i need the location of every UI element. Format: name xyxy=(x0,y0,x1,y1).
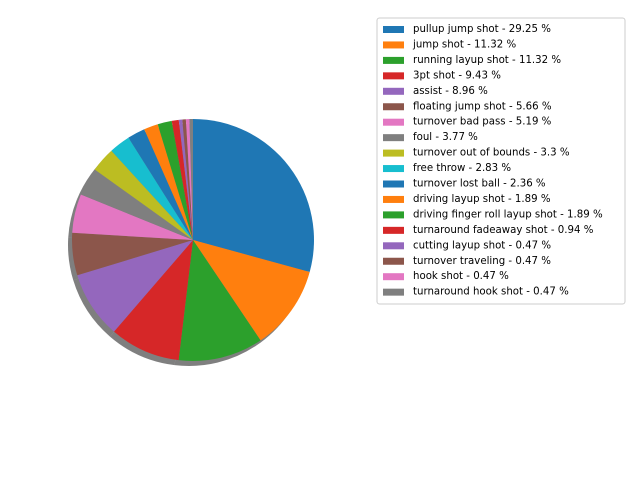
legend-swatch xyxy=(383,257,404,265)
legend-label: 3pt shot - 9.43 % xyxy=(413,70,501,81)
legend-label: turnover bad pass - 5.19 % xyxy=(413,117,552,128)
legend-swatch xyxy=(383,118,404,126)
pie-slice xyxy=(144,124,193,240)
legend-label: pullup jump shot - 29.25 % xyxy=(413,24,551,35)
legend-label: turnover out of bounds - 3.3 % xyxy=(413,148,570,159)
legend-swatch xyxy=(383,273,404,281)
pie-slice xyxy=(178,240,261,361)
legend-label: turnaround fadeaway shot - 0.94 % xyxy=(413,225,594,236)
pie-slice xyxy=(80,169,193,240)
pie-slice xyxy=(178,119,193,240)
pie-slice xyxy=(77,240,193,332)
pie-slice xyxy=(182,119,193,240)
pie-slice xyxy=(128,129,193,240)
legend-swatch xyxy=(383,72,404,80)
pie-slice xyxy=(111,137,193,240)
legend-label: turnaround hook shot - 0.47 % xyxy=(413,287,569,298)
legend-label: hook shot - 0.47 % xyxy=(413,271,509,282)
pie-slice xyxy=(189,119,193,240)
pie-slice xyxy=(94,150,193,240)
legend-label: free throw - 2.83 % xyxy=(413,163,511,174)
pie-slice xyxy=(193,240,310,341)
pie-slice xyxy=(185,119,193,240)
legend-swatch xyxy=(383,134,404,142)
legend-label: running layup shot - 11.32 % xyxy=(413,55,561,66)
legend-swatch xyxy=(383,87,404,95)
legend-label: jump shot - 11.32 % xyxy=(412,39,516,50)
legend-swatch xyxy=(383,226,404,234)
legend: pullup jump shot - 29.25 % jump shot - 11… xyxy=(376,17,626,305)
legend-label: turnover lost ball - 2.36 % xyxy=(413,179,546,190)
legend-swatch xyxy=(383,211,404,219)
legend-label: foul - 3.77 % xyxy=(413,132,478,143)
legend-swatch xyxy=(383,26,404,33)
legend-swatch xyxy=(383,242,404,250)
legend-label: turnover traveling - 0.47 % xyxy=(413,256,551,267)
pie-slice xyxy=(171,119,193,240)
legend-frame xyxy=(376,17,626,305)
legend-label: floating jump shot - 5.66 % xyxy=(413,101,552,112)
pie-slice xyxy=(193,119,314,272)
pie-slice xyxy=(72,194,193,240)
pie-slice xyxy=(71,232,193,276)
legend-swatch xyxy=(383,288,404,296)
legend-label: cutting layup shot - 0.47 % xyxy=(413,240,551,251)
legend-swatch xyxy=(383,41,404,49)
legend-label: assist - 8.96 % xyxy=(413,86,488,97)
legend-swatch xyxy=(383,103,404,111)
pie-slices-layer xyxy=(71,119,314,361)
legend-label: driving layup shot - 1.89 % xyxy=(413,194,551,205)
legend-swatch xyxy=(383,195,404,203)
legend-swatch xyxy=(383,165,404,173)
pie-slice xyxy=(113,240,193,361)
legend-swatch xyxy=(383,149,404,157)
pie-slice xyxy=(157,120,193,240)
legend-label: driving finger roll layup shot - 1.89 % xyxy=(413,209,603,220)
legend-swatch xyxy=(383,180,404,188)
legend-swatch xyxy=(383,56,404,64)
